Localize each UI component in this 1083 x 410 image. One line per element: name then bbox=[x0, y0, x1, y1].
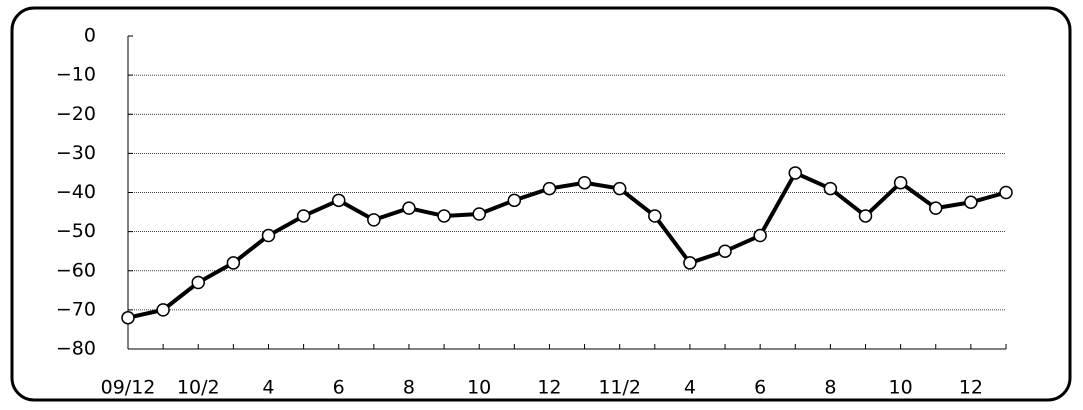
frame bbox=[10, 6, 1072, 402]
data-point bbox=[296, 209, 311, 223]
x-tick-label: 8 bbox=[403, 377, 415, 399]
data-point bbox=[823, 181, 838, 196]
data-point bbox=[437, 209, 451, 223]
x-tick-label: 10 bbox=[889, 377, 913, 399]
data-point bbox=[367, 213, 381, 227]
x-tick-label: 6 bbox=[333, 377, 345, 399]
data-point bbox=[718, 244, 732, 258]
y-tick-label: −20 bbox=[56, 103, 96, 125]
data-point bbox=[929, 201, 943, 215]
x-tick-label: 4 bbox=[262, 377, 274, 399]
y-tick-label: −60 bbox=[56, 259, 96, 281]
data-point bbox=[964, 195, 978, 210]
data-point bbox=[648, 209, 662, 223]
data-point bbox=[156, 303, 170, 317]
x-tick-label: 4 bbox=[684, 377, 696, 399]
y-tick-label: −50 bbox=[56, 220, 96, 242]
data-point bbox=[788, 166, 803, 180]
y-tick-label: −80 bbox=[56, 338, 96, 360]
y-tick-label: −70 bbox=[56, 298, 96, 320]
data-point bbox=[226, 256, 241, 270]
data-point bbox=[121, 310, 135, 325]
data-point bbox=[999, 185, 1013, 200]
x-tick-label: 10/2 bbox=[177, 377, 220, 399]
x-tick-label: 6 bbox=[754, 377, 766, 399]
x-tick-label: 12 bbox=[537, 377, 561, 399]
y-tick-label: 0 bbox=[84, 25, 96, 47]
data-point bbox=[261, 228, 276, 243]
data-point bbox=[542, 181, 557, 196]
data-point bbox=[577, 175, 592, 190]
data-point bbox=[858, 209, 873, 223]
data-point bbox=[331, 193, 346, 208]
data-point bbox=[612, 181, 627, 196]
data-point bbox=[472, 207, 486, 221]
data-point bbox=[402, 201, 416, 215]
data-point bbox=[893, 175, 908, 190]
y-tick-label: −30 bbox=[56, 142, 96, 164]
x-tick-label: 09/12 bbox=[101, 377, 156, 399]
data-point bbox=[191, 275, 205, 290]
data-point bbox=[753, 228, 767, 243]
x-tick-label: 12 bbox=[959, 377, 983, 399]
data-point bbox=[507, 193, 522, 208]
x-tick-label: 11/2 bbox=[598, 377, 641, 399]
y-tick-label: −10 bbox=[56, 64, 96, 86]
y-tick-label: −40 bbox=[56, 181, 96, 203]
x-tick-label: 10 bbox=[467, 377, 491, 399]
data-point bbox=[683, 256, 697, 270]
x-tick-label: 8 bbox=[824, 377, 836, 399]
